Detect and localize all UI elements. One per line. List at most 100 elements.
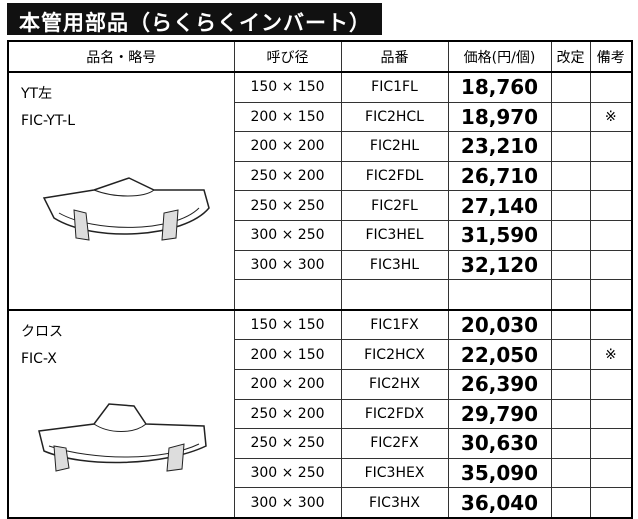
product-illustration (42, 177, 210, 241)
price-cell: 27,140 (447, 190, 552, 221)
table-row: 200 × 150 FIC2HCX 22,050 ※ (8, 339, 633, 370)
product-name: YT左 (21, 86, 53, 102)
note-cell (589, 428, 633, 459)
note-cell (589, 249, 633, 281)
size-cell: 300 × 300 (233, 249, 342, 281)
table-row: 200 × 150 FIC2HCL 18,970 ※ (8, 101, 633, 133)
size-cell: 250 × 250 (233, 428, 342, 459)
table-row: YT左 FIC-YT-L 150 × 150 FIC1FL 18,760 (7, 70, 633, 311)
blank-cell (550, 279, 591, 311)
note-cell (589, 487, 633, 519)
note-cell (589, 457, 633, 489)
note-cell (589, 308, 633, 341)
table-row: 250 × 250 FIC2FX 30,630 (8, 428, 633, 459)
part-cell: FIC2HCX (340, 339, 449, 370)
part-cell: FIC2HCL (340, 101, 449, 133)
product-code: FIC-X (21, 350, 57, 367)
price-table: 品名・略号 呼び径 品番 価格(円/個) 改定 備考 YT左 FIC-YT-L 150 × 1… (7, 40, 633, 519)
column-header: 価格(円/個) (447, 40, 552, 73)
revision-cell (550, 368, 591, 400)
part-cell: FIC2FDX (340, 398, 449, 430)
blank-cell (589, 279, 633, 311)
part-cell: FIC3HEX (340, 457, 449, 489)
product-illustration (38, 402, 207, 472)
size-cell: 300 × 250 (233, 219, 342, 251)
note-cell (589, 131, 633, 162)
table-row: クロス FIC-X 150 × 150 FIC1FX 20,030 (7, 308, 633, 519)
part-cell: FIC3HEL (340, 219, 449, 251)
note-cell: ※ (589, 339, 633, 370)
part-cell: FIC1FL (340, 70, 449, 103)
note-cell (589, 398, 633, 430)
price-cell: 18,970 (447, 101, 552, 133)
part-cell: FIC2HL (340, 131, 449, 162)
size-cell: 200 × 200 (233, 131, 342, 162)
price-cell: 36,040 (447, 487, 552, 519)
size-cell: 300 × 300 (233, 487, 342, 519)
size-cell: 300 × 250 (233, 457, 342, 489)
column-header: 品名・略号 (7, 40, 235, 73)
product-code: FIC-YT-L (21, 113, 76, 129)
table-row: 300 × 300 FIC3HL 32,120 (8, 249, 633, 281)
title-bar: 本管用部品（らくらくインバート） (7, 3, 382, 35)
table-row: 200 × 200 FIC2HL 23,210 (8, 131, 633, 162)
price-cell: 31,590 (447, 219, 552, 251)
revision-cell (550, 457, 591, 489)
size-cell: 200 × 150 (233, 339, 342, 370)
part-cell: FIC2FDL (340, 160, 449, 192)
price-cell: 23,210 (447, 131, 552, 162)
size-cell: 150 × 150 (233, 308, 342, 341)
note-cell (589, 190, 633, 221)
blank-cell (340, 279, 449, 311)
revision-cell (550, 487, 591, 519)
blank-cell (233, 279, 342, 311)
note-cell: ※ (589, 101, 633, 133)
table-row: 250 × 200 FIC2FDL 26,710 (8, 160, 633, 192)
part-cell: FIC3HX (340, 487, 449, 519)
revision-cell (550, 160, 591, 192)
table-row: 300 × 250 FIC3HEX 35,090 (8, 457, 633, 489)
table-row: 250 × 250 FIC2FL 27,140 (8, 190, 633, 221)
note-cell (589, 219, 633, 251)
size-cell: 200 × 150 (233, 101, 342, 133)
title: 本管用部品（らくらくインバート） (19, 11, 371, 35)
price-cell: 18,760 (447, 70, 552, 103)
size-cell: 250 × 200 (233, 160, 342, 192)
size-cell: 250 × 250 (233, 190, 342, 221)
part-cell: FIC3HL (340, 249, 449, 281)
price-cell: 22,050 (447, 339, 552, 370)
note-cell (589, 70, 633, 103)
size-cell: 250 × 200 (233, 398, 342, 430)
column-header: 改定 (550, 40, 591, 73)
part-cell: FIC1FX (340, 308, 449, 341)
price-cell: 20,030 (447, 308, 552, 341)
table-row: 200 × 200 FIC2HX 26,390 (8, 368, 633, 400)
note-cell (589, 368, 633, 400)
price-cell: 30,630 (447, 428, 552, 459)
price-cell: 26,390 (447, 368, 552, 400)
blank-cell (447, 279, 552, 311)
price-cell: 26,710 (447, 160, 552, 192)
revision-cell (550, 70, 591, 103)
revision-cell (550, 249, 591, 281)
column-header: 備考 (589, 40, 633, 73)
table-row: 300 × 300 FIC3HX 36,040 (8, 487, 633, 519)
revision-cell (550, 398, 591, 430)
header-row: 品名・略号 呼び径 品番 価格(円/個) 改定 備考 (7, 40, 633, 73)
name-cell: クロス FIC-X (7, 308, 235, 519)
part-cell: FIC2HX (340, 368, 449, 400)
price-cell: 32,120 (447, 249, 552, 281)
revision-cell (550, 308, 591, 341)
revision-cell (550, 428, 591, 459)
name-cell: YT左 FIC-YT-L (7, 71, 235, 311)
note-cell (589, 160, 633, 192)
column-header: 品番 (340, 40, 449, 73)
price-cell: 35,090 (447, 457, 552, 489)
size-cell: 150 × 150 (233, 70, 342, 103)
product-name: クロス (21, 323, 63, 340)
column-header: 呼び径 (233, 40, 342, 73)
revision-cell (550, 190, 591, 221)
price-cell: 29,790 (447, 398, 552, 430)
part-cell: FIC2FX (340, 428, 449, 459)
